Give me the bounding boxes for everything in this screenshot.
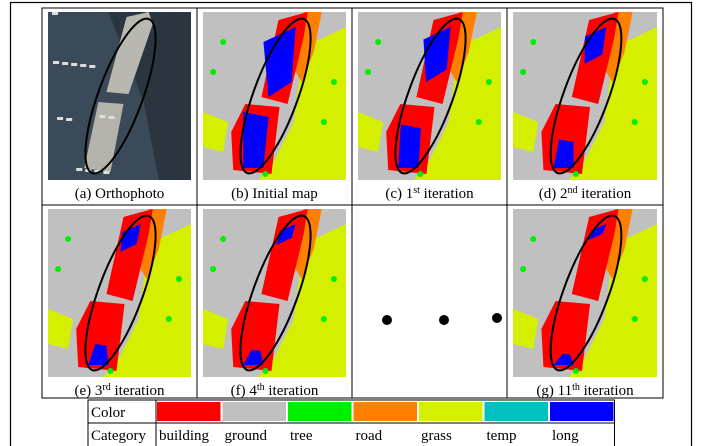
figure: (a) Orthophoto (b) Initial map (c) 1st ite… <box>0 0 702 446</box>
map-tree <box>632 119 638 125</box>
caption-text: iteration <box>580 383 634 399</box>
legend-category: building <box>159 428 210 444</box>
map-tree <box>331 79 337 85</box>
legend-row-label: Color <box>91 405 125 421</box>
map-tree <box>573 368 579 374</box>
panel-image <box>203 11 346 180</box>
caption-text: iteration <box>111 383 165 399</box>
photo-car <box>71 63 77 66</box>
map-tree <box>210 266 216 272</box>
legend-swatch <box>223 402 287 421</box>
map-tree <box>486 79 492 85</box>
dot <box>382 315 392 325</box>
map-tree <box>642 79 648 85</box>
panel-image <box>203 208 346 377</box>
map-tree <box>176 276 182 282</box>
photo-car <box>99 115 105 118</box>
photo-car <box>66 118 72 121</box>
map-tree <box>476 119 482 125</box>
caption-text: iteration <box>420 186 474 202</box>
photo-car <box>76 168 82 171</box>
map-tree <box>55 266 61 272</box>
panel-image <box>48 208 191 377</box>
photo-car <box>57 117 63 120</box>
legend-category: road <box>356 428 383 444</box>
map-tree <box>262 171 268 177</box>
legend-row-label: Category <box>91 428 146 444</box>
photo-car <box>52 12 58 15</box>
map-tree <box>642 276 648 282</box>
legend-category: ground <box>225 428 268 444</box>
caption-text: (b) Initial map <box>231 186 318 202</box>
panel-image <box>513 208 657 377</box>
map-tree <box>530 39 536 45</box>
map-tree <box>632 316 638 322</box>
photo-car <box>80 64 86 67</box>
map-tree <box>166 316 172 322</box>
panel-image <box>358 11 501 180</box>
map-tree <box>530 236 536 242</box>
photo-car <box>62 62 68 65</box>
map-tree <box>107 368 113 374</box>
caption-superscript: nd <box>568 185 578 196</box>
caption-text: iteration <box>578 186 632 202</box>
panel-caption: (b) Initial map <box>231 186 318 202</box>
caption-text: (c) 1 <box>385 186 413 202</box>
legend-category: long <box>552 428 579 444</box>
photo-car <box>108 116 114 119</box>
map-tree <box>375 39 381 45</box>
map-tree <box>262 368 268 374</box>
panel-caption: (f) 4th iteration <box>231 382 319 399</box>
legend-category: grass <box>421 428 452 444</box>
legend-swatch <box>157 402 221 421</box>
map-tree <box>65 236 71 242</box>
caption-superscript: th <box>572 382 580 393</box>
map-tree <box>220 236 226 242</box>
legend-swatch <box>288 402 352 421</box>
map-tree <box>321 119 327 125</box>
panel-image <box>513 11 657 180</box>
map-tree <box>220 39 226 45</box>
map-tree <box>520 266 526 272</box>
legend-swatch <box>550 402 614 421</box>
panel-caption: (e) 3rd iteration <box>75 382 165 399</box>
panel-image <box>48 11 191 180</box>
caption-superscript: rd <box>102 382 110 393</box>
caption-text: (g) 11 <box>536 383 572 399</box>
caption-text: iteration <box>265 383 319 399</box>
photo-car <box>53 61 59 64</box>
map-tree <box>417 171 423 177</box>
caption-text: (d) 2 <box>539 186 568 202</box>
caption-text: (a) Orthophoto <box>75 186 165 202</box>
panel-caption: (g) 11th iteration <box>536 382 634 399</box>
map-long <box>398 125 421 169</box>
map-tree <box>365 69 371 75</box>
map-tree <box>210 69 216 75</box>
dot <box>492 313 502 323</box>
caption-text: (e) 3 <box>75 383 103 399</box>
caption-text: (f) 4 <box>231 383 258 399</box>
panel-caption: (d) 2nd iteration <box>539 185 632 202</box>
caption-superscript: th <box>257 382 265 393</box>
map-tree <box>573 171 579 177</box>
legend-category: temp <box>487 428 517 444</box>
legend-swatch <box>485 402 549 421</box>
map-tree <box>321 316 327 322</box>
panel-caption: (a) Orthophoto <box>75 186 165 202</box>
photo-car <box>89 65 95 68</box>
ellipsis-dots <box>382 313 502 325</box>
legend-swatch <box>419 402 483 421</box>
map-tree <box>520 69 526 75</box>
map-tree <box>331 276 337 282</box>
legend-category: tree <box>290 428 313 444</box>
panel-caption: (c) 1st iteration <box>385 185 474 202</box>
dot <box>439 315 449 325</box>
photo-car <box>103 171 109 174</box>
legend-swatch <box>354 402 418 421</box>
